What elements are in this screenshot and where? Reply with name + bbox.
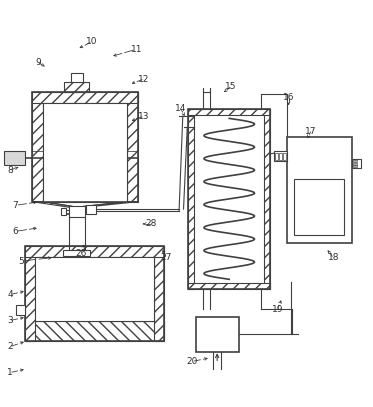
Text: 16: 16 <box>283 93 294 102</box>
Text: 2: 2 <box>7 342 13 351</box>
Bar <box>287 137 352 243</box>
Text: 3: 3 <box>7 316 13 325</box>
Bar <box>61 208 66 215</box>
Bar <box>274 151 287 161</box>
Bar <box>70 73 83 82</box>
Bar <box>63 249 90 256</box>
Bar <box>16 304 25 315</box>
Text: 14: 14 <box>175 104 186 113</box>
Bar <box>154 246 164 341</box>
Text: 17: 17 <box>305 127 317 136</box>
Bar <box>279 153 282 160</box>
Bar <box>352 165 357 167</box>
Text: 9: 9 <box>35 58 41 67</box>
Bar <box>196 317 238 352</box>
Bar <box>32 92 43 201</box>
Bar <box>87 205 96 214</box>
Polygon shape <box>76 201 138 207</box>
Bar <box>188 109 270 289</box>
Text: 26: 26 <box>75 249 86 258</box>
Bar <box>69 206 85 217</box>
Text: 8: 8 <box>7 166 13 175</box>
Text: 18: 18 <box>327 253 339 262</box>
Bar <box>127 92 138 201</box>
Bar <box>4 151 25 166</box>
Bar <box>275 153 278 160</box>
Text: 28: 28 <box>145 219 157 228</box>
Bar <box>64 82 89 92</box>
Text: 15: 15 <box>225 82 237 91</box>
Bar <box>32 92 138 103</box>
Bar <box>264 109 270 289</box>
Bar <box>294 179 344 235</box>
Text: 19: 19 <box>272 305 283 314</box>
Text: 7: 7 <box>13 201 18 210</box>
Text: 4: 4 <box>7 290 13 299</box>
Polygon shape <box>32 201 77 207</box>
Text: 12: 12 <box>138 74 150 83</box>
Bar <box>188 109 194 289</box>
Text: 10: 10 <box>86 37 97 46</box>
Text: 20: 20 <box>186 357 198 366</box>
Text: 11: 11 <box>131 45 142 54</box>
Text: 6: 6 <box>13 227 18 236</box>
Bar <box>352 163 357 165</box>
Bar <box>188 283 270 289</box>
Bar <box>283 153 286 160</box>
Bar <box>25 246 164 257</box>
Bar <box>25 246 164 341</box>
Bar <box>35 257 154 321</box>
Bar <box>352 159 361 168</box>
Bar <box>25 321 164 341</box>
Text: 13: 13 <box>138 112 150 120</box>
Bar <box>43 103 127 201</box>
Bar <box>352 160 357 162</box>
Bar <box>25 246 35 341</box>
Bar <box>32 92 138 201</box>
Text: 27: 27 <box>160 253 172 262</box>
Text: 1: 1 <box>7 368 13 377</box>
Text: 5: 5 <box>18 256 24 266</box>
Bar <box>188 109 270 115</box>
